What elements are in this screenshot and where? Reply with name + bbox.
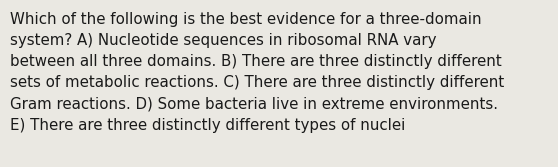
Text: Which of the following is the best evidence for a three-domain
system? A) Nucleo: Which of the following is the best evide… xyxy=(10,12,504,133)
